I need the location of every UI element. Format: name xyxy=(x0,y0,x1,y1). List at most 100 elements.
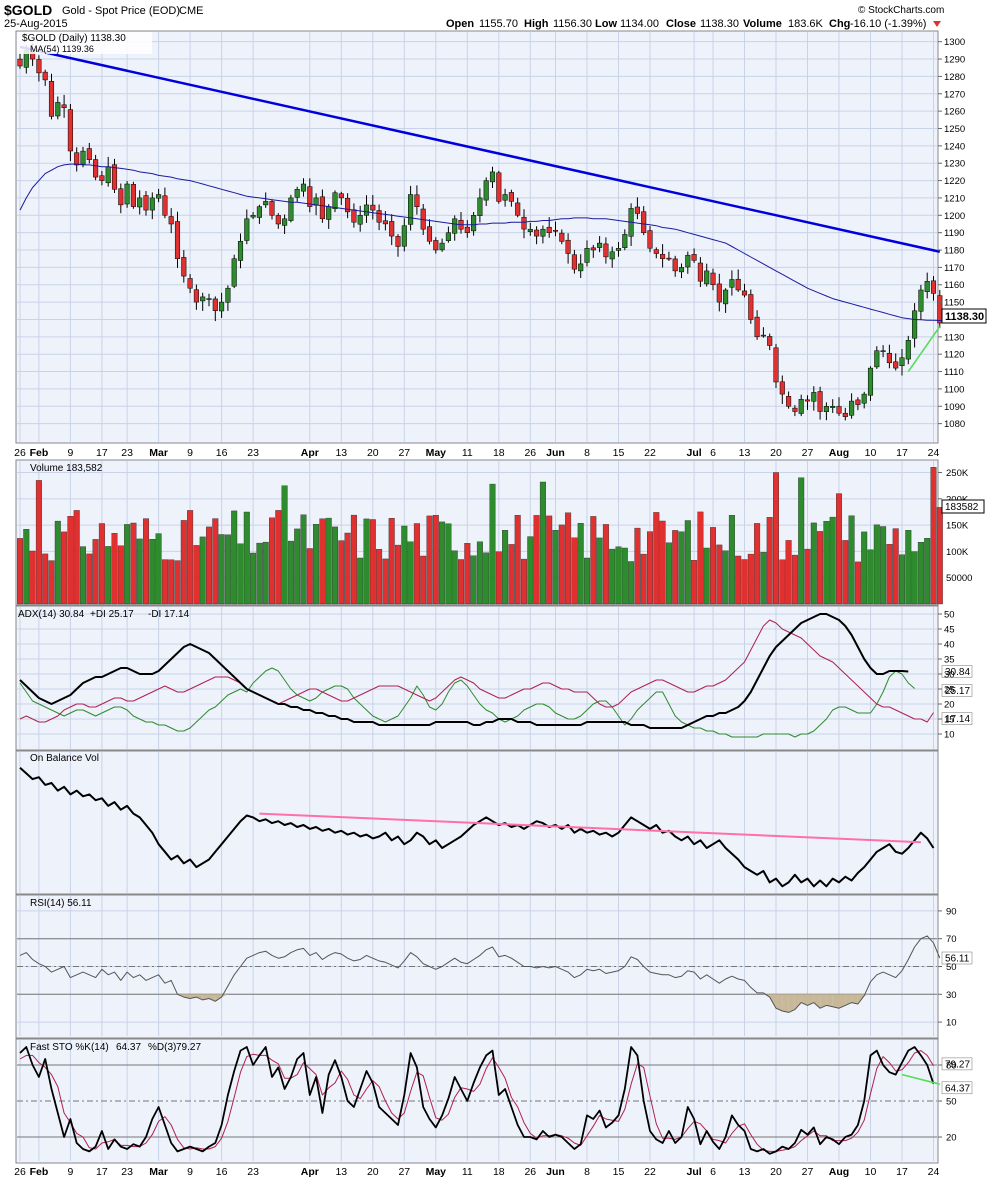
candle-body xyxy=(767,336,773,346)
high-value: 1156.30 xyxy=(553,18,592,30)
volume-bar xyxy=(628,561,635,605)
candle-body xyxy=(786,396,792,407)
x-axis-labels-bottom: 26 Feb 9 17 23 Mar 9 16 23 Apr 13 20 27 May 11 18 26 Jun 8… xyxy=(14,1166,939,1178)
volume-bar xyxy=(224,534,231,605)
candle-body xyxy=(527,228,533,232)
obv-grid xyxy=(19,752,934,893)
volume-bar xyxy=(634,527,641,605)
volume-bar xyxy=(836,493,843,605)
rsi-oversold-fill xyxy=(788,994,795,1013)
obv-lines xyxy=(19,766,935,888)
y-tick-label: 250K xyxy=(946,468,969,479)
sto-last-label: 79.27 xyxy=(945,1059,970,1070)
candle-body xyxy=(571,254,577,270)
volume-label: Volume xyxy=(743,18,782,30)
volume-bar xyxy=(287,540,294,605)
volume-bar xyxy=(514,515,521,605)
adx-panel: 30.84 25.17 17.14 10 15 20 25 30 35 40 45 50 ADX(1… xyxy=(15,605,973,751)
candle-body xyxy=(615,248,622,251)
volume-bar xyxy=(703,547,710,605)
y-tick-label: 10 xyxy=(944,730,955,741)
volume-bar xyxy=(363,518,370,605)
candle-body xyxy=(710,272,716,285)
y-tick-label: 1090 xyxy=(944,402,965,413)
candle-body xyxy=(111,164,118,190)
candle-body xyxy=(653,249,659,254)
candle-body xyxy=(256,206,262,218)
candle-body xyxy=(590,247,596,251)
candle-body xyxy=(704,270,710,285)
x-tick-label: 6 xyxy=(710,1166,716,1178)
y-tick-label: 1170 xyxy=(944,263,964,274)
volume-bar xyxy=(716,544,723,605)
candle-body xyxy=(672,258,678,272)
y-tick-label: 150K xyxy=(946,521,969,532)
sto-legend-d: %D(3) xyxy=(148,1042,176,1053)
volume-bar xyxy=(407,541,414,605)
down-triangle-icon xyxy=(933,21,941,27)
volume-bar xyxy=(924,538,931,605)
x-tick-label: 16 xyxy=(216,1166,228,1178)
sto-last-label: 64.37 xyxy=(945,1083,970,1094)
last-price-label: 1138.30 xyxy=(945,311,984,323)
candle-body xyxy=(899,357,905,366)
volume-bar xyxy=(508,544,515,605)
volume-bar xyxy=(854,561,861,605)
candle-body xyxy=(181,257,187,277)
volume-bar xyxy=(105,546,112,605)
rsi-legend: RSI(14) 56.11 xyxy=(30,898,92,909)
volume-bar xyxy=(785,540,792,605)
x-tick-label: Jun xyxy=(546,1166,565,1178)
volume-bar xyxy=(747,553,754,605)
candle-body xyxy=(697,262,703,282)
volume-bar xyxy=(439,521,446,605)
candle-body xyxy=(168,216,174,225)
candle-body xyxy=(219,301,225,312)
volume-bar xyxy=(621,547,628,605)
instrument-name: Gold - Spot Price (EOD) xyxy=(62,5,180,17)
volume-bar xyxy=(489,483,496,605)
candle-body xyxy=(137,197,143,208)
candle-body xyxy=(200,296,206,302)
sto-last-box xyxy=(941,1057,973,1071)
rsi-line xyxy=(19,935,941,1013)
candle-body xyxy=(546,226,552,233)
candle-body xyxy=(42,71,48,81)
volume-bar xyxy=(67,516,74,605)
volume-bar xyxy=(873,524,880,605)
candle-body xyxy=(99,175,105,181)
sto-legend-d-value: 79.27 xyxy=(176,1042,201,1053)
low-value: 1134.00 xyxy=(620,18,659,30)
candle-body xyxy=(779,381,785,395)
x-tick-label: 9 xyxy=(187,1166,193,1178)
pdi-legend: +DI 25.17 xyxy=(90,609,134,620)
candle-body xyxy=(244,218,250,241)
volume-bar xyxy=(161,559,168,605)
x-tick-label: 27 xyxy=(802,1166,814,1178)
candle-body xyxy=(187,278,193,289)
volume-bar xyxy=(86,553,93,605)
candle-body xyxy=(578,263,584,272)
price-panel: 1080109011001110112011301140115011601170… xyxy=(15,30,987,444)
last-price-box xyxy=(941,308,987,324)
y-tick-label: 50 xyxy=(946,962,957,973)
volume-bar xyxy=(256,542,263,605)
volume-bar xyxy=(829,516,836,605)
adx-last-label: 17.14 xyxy=(945,714,970,725)
volume-panel: 50000100K150K200K250K Volume 183,582 183… xyxy=(15,459,985,606)
x-tick-label: Feb xyxy=(30,447,49,459)
x-tick-label: 26 xyxy=(524,447,536,459)
volume-bar xyxy=(697,511,704,605)
x-tick-label: 20 xyxy=(367,447,379,459)
rsi-oversold-fill xyxy=(801,994,808,1006)
x-tick-label: 20 xyxy=(367,1166,379,1178)
x-tick-label: Aug xyxy=(829,1166,849,1178)
volume-bar xyxy=(111,533,118,605)
obv-panel: On Balance Vol xyxy=(15,750,939,895)
volume-bar xyxy=(640,553,647,605)
candle-body xyxy=(93,159,99,178)
candle-body xyxy=(326,206,332,220)
x-axis-labels: 26 Feb 9 17 23 Mar 9 16 23 Apr 13 20 27 May 11 18 26 Jun 8… xyxy=(14,447,939,459)
y-tick-label: 1130 xyxy=(944,332,964,343)
